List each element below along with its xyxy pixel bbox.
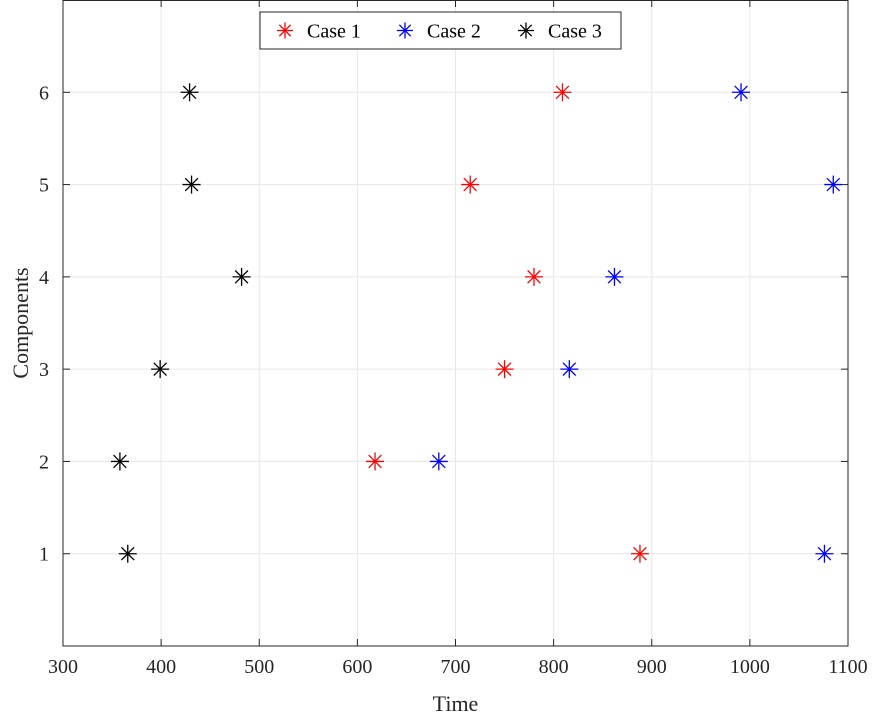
series-1-point	[630, 544, 649, 563]
x-tick-label: 900	[637, 656, 667, 678]
y-axis-label: Components	[8, 267, 33, 378]
series-2-point	[605, 267, 624, 286]
series-3-point	[110, 452, 129, 471]
y-tick-label: 2	[39, 451, 49, 473]
series-3-points	[110, 83, 251, 563]
legend-marker-2	[397, 22, 413, 39]
series-3-point	[182, 175, 201, 194]
series-3-point	[118, 544, 137, 563]
series-3-point	[232, 267, 251, 286]
legend-label-1: Case 1	[307, 21, 361, 43]
x-tick-label: 300	[48, 656, 78, 678]
x-tick-label: 1000	[730, 656, 770, 678]
y-tick-label: 6	[39, 82, 49, 104]
legend-box	[259, 11, 622, 50]
series-2-points	[429, 83, 843, 563]
axis-ticks: 300 400 500 600 700 800 900 1000 1100 1 2 3 4 5 6	[39, 0, 868, 678]
legend: Case 1 Case 2 Case 3	[259, 11, 622, 50]
series-3-point	[180, 83, 199, 102]
x-tick-label: 700	[441, 656, 471, 678]
x-tick-label: 500	[244, 656, 274, 678]
series-2-point	[560, 360, 579, 379]
series-2-point	[732, 83, 751, 102]
x-tick-label: 800	[539, 656, 569, 678]
series-2-point	[815, 544, 834, 563]
y-tick-label: 5	[39, 175, 49, 197]
legend-label-2: Case 2	[427, 21, 481, 43]
series-1-point	[495, 360, 514, 379]
x-tick-label: 600	[342, 656, 372, 678]
legend-marker-1	[277, 22, 293, 39]
legend-label-3: Case 3	[548, 21, 602, 43]
x-tick-label: 1100	[828, 656, 867, 678]
series-2-point	[429, 452, 448, 471]
x-tick-label: 400	[146, 656, 176, 678]
series-1-point	[525, 267, 543, 286]
y-tick-label: 1	[39, 544, 49, 566]
series-3-point	[151, 360, 170, 379]
series-1-point	[553, 83, 572, 102]
series-1-point	[461, 175, 480, 194]
x-axis-label: Time	[433, 691, 479, 716]
y-tick-label: 4	[39, 267, 49, 289]
data-points	[110, 83, 843, 563]
series-1-points	[366, 83, 649, 563]
y-tick-label: 3	[39, 359, 49, 381]
legend-marker-3	[518, 22, 534, 39]
series-2-point	[824, 175, 843, 194]
series-1-point	[366, 452, 385, 471]
